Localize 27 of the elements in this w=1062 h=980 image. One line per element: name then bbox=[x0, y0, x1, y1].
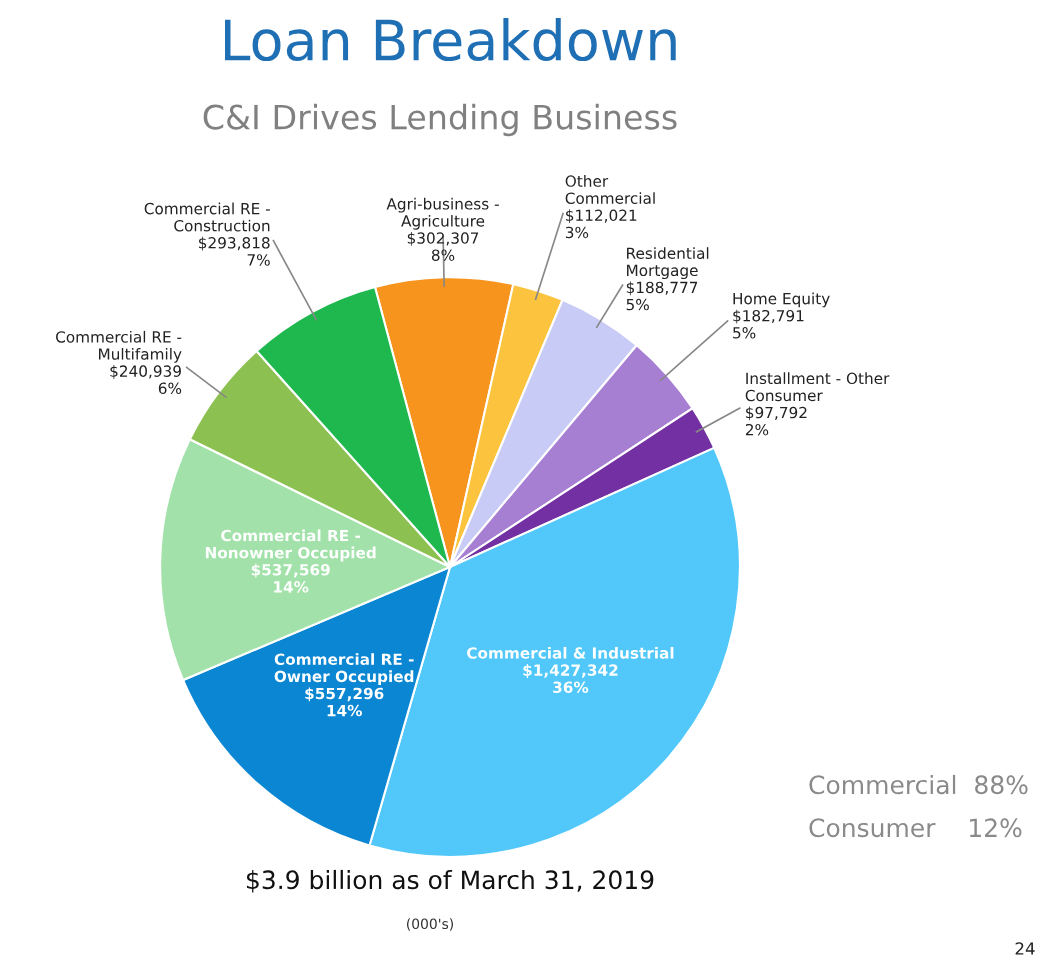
data-label: $112,021 3% bbox=[565, 209, 637, 239]
text: Commercial 88% bbox=[809, 774, 1028, 795]
slice-label: Commercial RE - Nonowner Occupied bbox=[205, 529, 376, 562]
slice-label: Other Commercial bbox=[565, 175, 655, 204]
slice-label: Commercial RE - Construction bbox=[144, 202, 270, 232]
slice-label: Commercial RE - Multifamily bbox=[56, 330, 182, 363]
slice-label: Commercial & Industrial bbox=[467, 646, 674, 659]
data-label: $557,296 14% bbox=[305, 687, 384, 717]
data-label: $240,939 6% bbox=[110, 365, 182, 395]
slice-label: Home Equity bbox=[733, 292, 830, 308]
data-label: $293,818 7% bbox=[199, 236, 270, 266]
slice-label: Commercial RE - Owner Occupied bbox=[274, 653, 414, 686]
slice-label: Agri-business - Agriculture bbox=[386, 197, 499, 230]
chart-subtitle: C&I Drives Lending Business bbox=[203, 103, 677, 137]
slice-label: Residential Mortgage bbox=[627, 247, 709, 280]
data-label: $188,777 5% bbox=[626, 281, 698, 311]
data-label: $182,791 5% bbox=[733, 309, 804, 339]
data-label: $302,307 8% bbox=[407, 232, 479, 261]
text: Consumer 12% bbox=[809, 818, 1022, 838]
chart-title: Loan Breakdown bbox=[225, 18, 676, 62]
slice-label: Installment - Other Consumer bbox=[745, 372, 890, 402]
text: (000's) bbox=[406, 918, 454, 931]
data-label: $537,569 14% bbox=[251, 563, 330, 593]
data-label: $97,792 2% bbox=[745, 406, 807, 436]
data-label: $1,427,342 36% bbox=[523, 664, 618, 693]
text: $3.9 billion as of March 31, 2019 bbox=[247, 869, 654, 893]
text: 24 bbox=[1015, 942, 1035, 955]
